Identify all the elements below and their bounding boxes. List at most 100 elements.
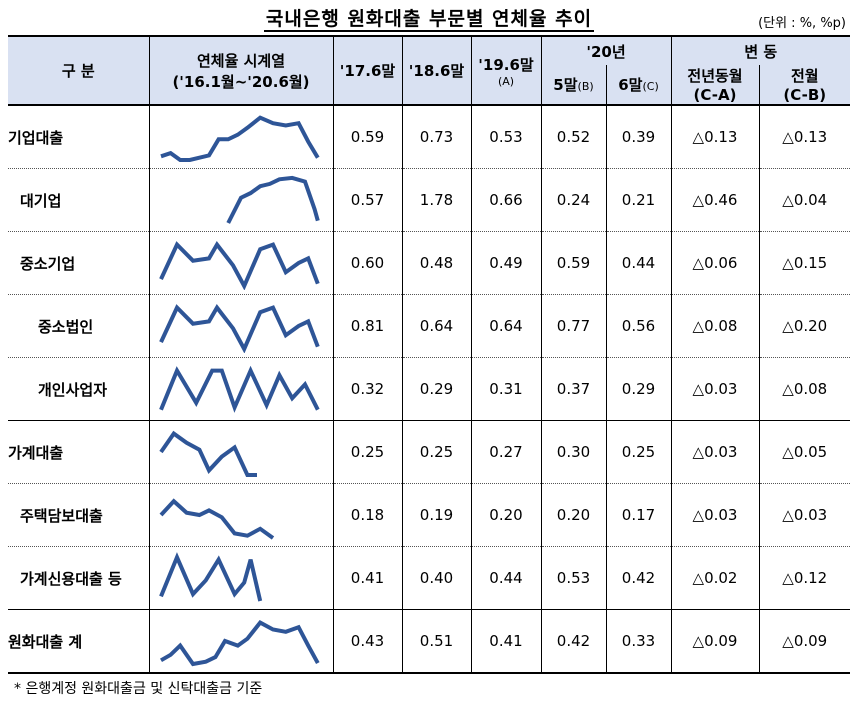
cell-v5: 0.25: [605, 420, 671, 484]
table-row: 중소법인 0.81 0.64 0.64 0.77 0.56 △0.08 △0.20: [8, 294, 851, 358]
header-june: 6말(C): [605, 65, 672, 105]
cell-d2: △0.03: [758, 483, 851, 547]
sparkline-line: [159, 552, 263, 602]
sparkline-line: [159, 304, 320, 353]
sparkline-line: [160, 620, 320, 667]
cell-v1: 0.81: [332, 294, 402, 358]
cell-v1: 0.25: [332, 420, 402, 484]
table-row: 기업대출 0.59 0.73 0.53 0.52 0.39 △0.13 △0.13: [8, 105, 851, 169]
cell-v2: 0.64: [401, 294, 471, 358]
delinquency-table: 구 분 연체율 시계열 ('16.1월~'20.6월) '17.6말 '18.6…: [8, 35, 851, 674]
cell-v1: 0.41: [332, 546, 402, 610]
cell-v2: 1.78: [401, 168, 471, 232]
header-series: 연체율 시계열 ('16.1월~'20.6월): [148, 36, 334, 105]
cell-d2: △0.20: [758, 294, 851, 358]
row-label: 주택담보대출: [8, 483, 149, 547]
sparkline: [159, 552, 263, 602]
cell-v3: 0.27: [470, 420, 541, 484]
cell-v3: 0.64: [470, 294, 541, 358]
cell-v2: 0.19: [401, 483, 471, 547]
header-category: 구 분: [8, 36, 150, 105]
cell-d1: △0.13: [670, 105, 759, 169]
sparkline-cell: [148, 231, 333, 295]
header-may: 5말(B): [540, 65, 607, 105]
header-18-6: '18.6말: [401, 36, 472, 105]
cell-d2: △0.09: [758, 609, 851, 674]
footnote: * 은행계정 원화대출금 및 신탁대출금 기준: [14, 681, 263, 697]
cell-v4: 0.24: [540, 168, 606, 232]
cell-v2: 0.29: [401, 357, 471, 421]
cell-d1: △0.46: [670, 168, 759, 232]
header-19-6: '19.6말 (A): [470, 36, 542, 105]
row-label: 중소기업: [8, 231, 149, 295]
row-label: 기업대출: [8, 128, 64, 147]
cell-v3: 0.41: [470, 609, 541, 674]
cell-v3: 0.66: [470, 168, 541, 232]
sparkline-cell: [148, 420, 333, 484]
cell-v1: 0.57: [332, 168, 402, 232]
sparkline-cell: [148, 483, 333, 547]
sparkline: [159, 241, 320, 290]
cell-v5: 0.56: [605, 294, 671, 358]
header-17-6: '17.6말: [332, 36, 403, 105]
cell-v5: 0.39: [605, 105, 671, 169]
sparkline-line: [226, 175, 320, 224]
cell-d2: △0.05: [758, 420, 851, 484]
row-label: 대기업: [8, 168, 149, 232]
cell-v5: 0.44: [605, 231, 671, 295]
table-row: 대기업 0.57 1.78 0.66 0.24 0.21 △0.46 △0.04: [8, 168, 851, 232]
cell-v5: 0.33: [605, 609, 671, 674]
cell-v3: 0.31: [470, 357, 541, 421]
cell-d2: △0.12: [758, 546, 851, 610]
sparkline-cell: [148, 546, 333, 610]
cell-d1: △0.02: [670, 546, 759, 610]
header-yoy: 전년동월 (C-A): [670, 65, 760, 105]
cell-v4: 0.42: [540, 609, 606, 674]
cell-v4: 0.20: [540, 483, 606, 547]
cell-v5: 0.21: [605, 168, 671, 232]
cell-v2: 0.48: [401, 231, 471, 295]
cell-v1: 0.43: [332, 609, 402, 674]
sparkline-cell: [148, 105, 333, 169]
cell-v5: 0.17: [605, 483, 671, 547]
row-label: 가계신용대출 등: [8, 546, 149, 610]
table-row: 가계신용대출 등 0.41 0.40 0.44 0.53 0.42 △0.02 △0.12: [8, 546, 851, 610]
sparkline-line: [160, 115, 320, 162]
cell-v5: 0.42: [605, 546, 671, 610]
sparkline: [159, 430, 257, 477]
cell-d2: △0.04: [758, 168, 851, 232]
cell-d2: △0.13: [758, 105, 851, 169]
cell-v3: 0.49: [470, 231, 541, 295]
cell-v4: 0.53: [540, 546, 606, 610]
cell-d2: △0.15: [758, 231, 851, 295]
cell-v4: 0.37: [540, 357, 606, 421]
sparkline-line: [159, 430, 257, 477]
cell-v1: 0.18: [332, 483, 402, 547]
row-label: 개인사업자: [8, 357, 149, 421]
sparkline: [160, 115, 320, 162]
sparkline: [160, 620, 320, 667]
header-change: 변 동: [670, 36, 851, 65]
sparkline-line: [159, 365, 320, 413]
sparkline: [159, 304, 320, 353]
cell-d2: △0.08: [758, 357, 851, 421]
table-row: 원화대출 계 0.43 0.51 0.41 0.42 0.33 △0.09 △0.09: [8, 609, 851, 674]
cell-v1: 0.32: [332, 357, 402, 421]
sparkline-cell: [148, 168, 333, 232]
cell-v4: 0.77: [540, 294, 606, 358]
table-row: 중소기업 0.60 0.48 0.49 0.59 0.44 △0.06 △0.15: [8, 231, 851, 295]
row-label: 가계대출: [8, 420, 149, 484]
sparkline-line: [159, 241, 320, 290]
page-title: 국내은행 원화대출 부문별 연체율 추이: [263, 8, 595, 32]
sparkline: [159, 365, 320, 413]
cell-d1: △0.06: [670, 231, 759, 295]
row-label: 원화대출 계: [8, 609, 149, 674]
table-row: 가계대출 0.25 0.25 0.27 0.30 0.25 △0.03 △0.05: [8, 420, 851, 484]
cell-d1: △0.03: [670, 483, 759, 547]
header-2020: '20년: [540, 36, 672, 65]
cell-v2: 0.51: [401, 609, 471, 674]
cell-v4: 0.30: [540, 420, 606, 484]
cell-d1: △0.08: [670, 294, 759, 358]
sparkline: [226, 175, 320, 224]
sparkline-line: [159, 498, 275, 540]
